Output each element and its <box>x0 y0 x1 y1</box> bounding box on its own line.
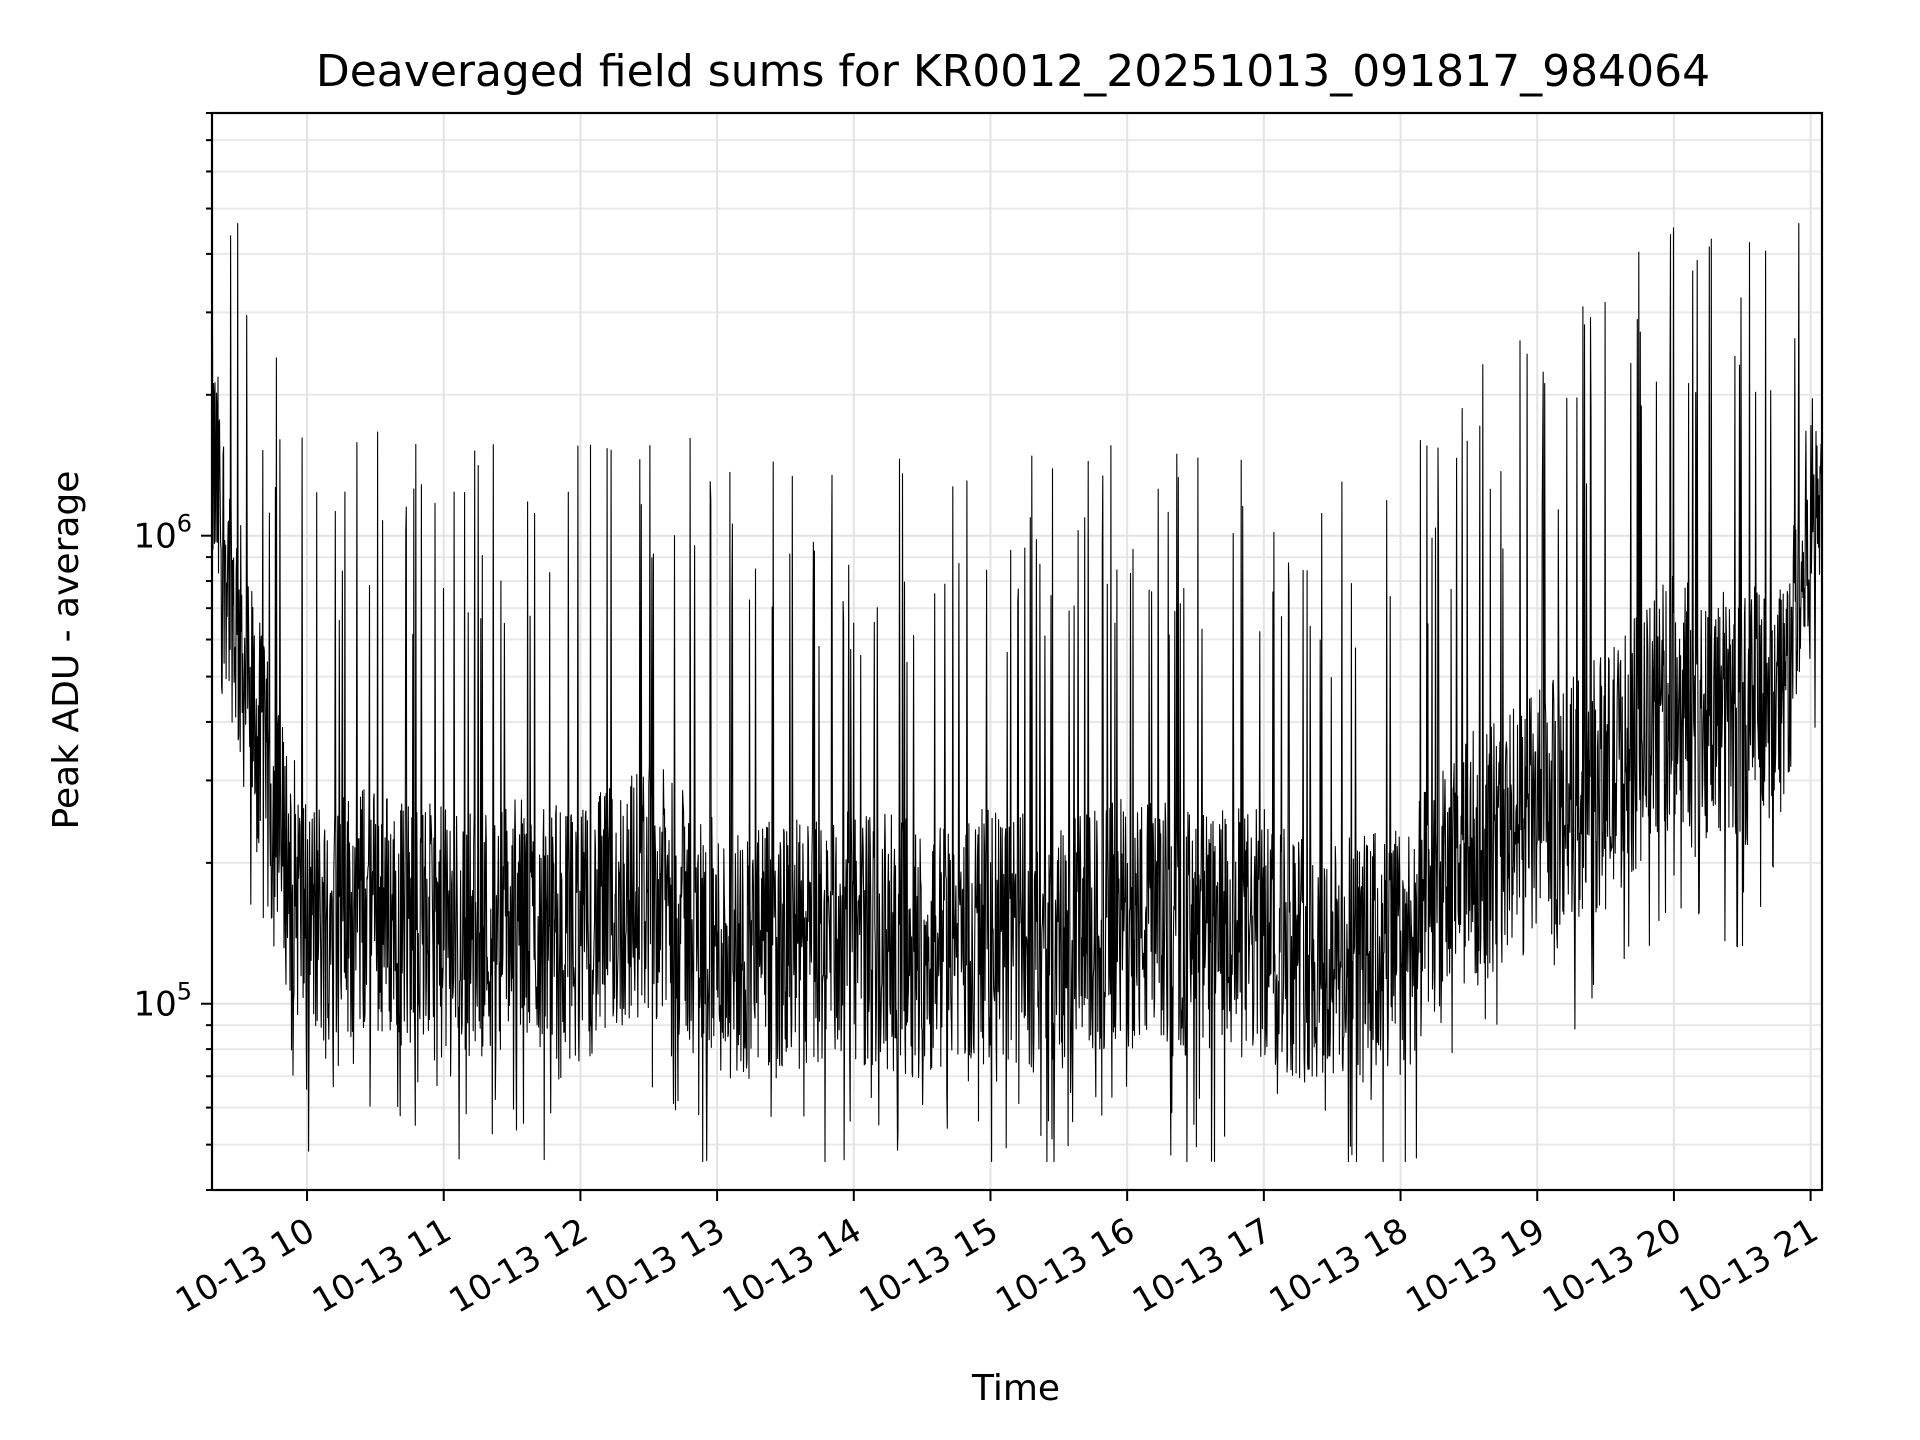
y-axis-label: Peak ADU - average <box>46 471 87 830</box>
chart-title: Deaveraged field sums for KR0012_2025101… <box>316 46 1710 97</box>
x-tick-label: 10-13 10 <box>169 1210 321 1321</box>
x-tick-label: 10-13 17 <box>1126 1210 1278 1321</box>
y-tick-label: 106 <box>133 510 192 557</box>
x-tick-label: 10-13 16 <box>989 1210 1141 1321</box>
x-tick-label: 10-13 20 <box>1536 1210 1688 1321</box>
plot-frame <box>210 111 1824 1192</box>
x-tick-label: 10-13 14 <box>716 1210 868 1321</box>
x-axis-label: Time <box>971 1368 1060 1409</box>
y-tick-label: 105 <box>133 978 192 1025</box>
y-axis: 105 106 <box>133 112 212 1191</box>
x-tick-label: 10-13 19 <box>1399 1210 1551 1321</box>
x-tick-label: 10-13 18 <box>1263 1210 1415 1321</box>
series-line <box>211 222 1823 1163</box>
x-tick-label: 10-13 13 <box>579 1210 731 1321</box>
x-tick-label: 10-13 15 <box>853 1210 1005 1321</box>
x-tick-label: 10-13 11 <box>306 1210 458 1321</box>
x-tick-label: 10-13 21 <box>1673 1210 1825 1321</box>
x-tick-label: 10-13 12 <box>443 1210 595 1321</box>
